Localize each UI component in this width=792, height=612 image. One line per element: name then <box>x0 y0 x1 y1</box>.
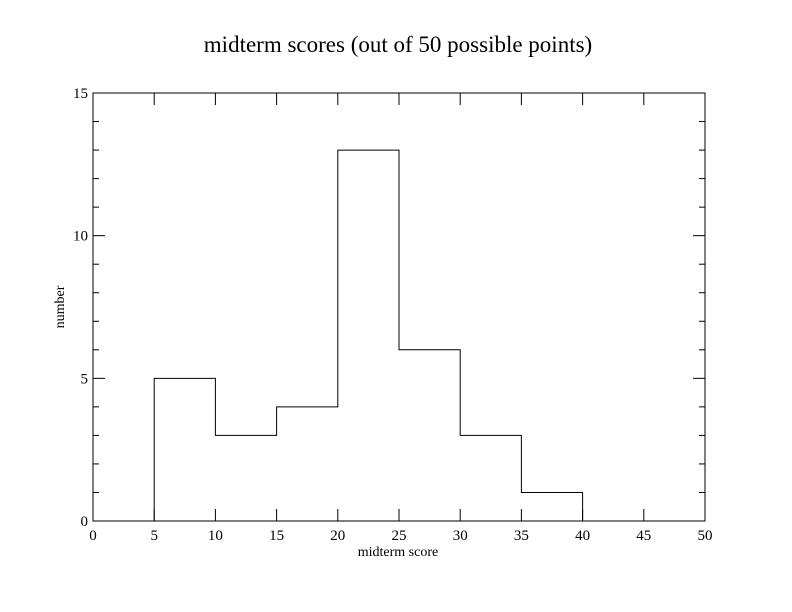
x-tick-label: 50 <box>698 528 713 544</box>
x-tick-label: 45 <box>636 528 651 544</box>
x-tick-labels: 0 5 10 15 20 25 30 35 40 45 50 <box>89 528 712 544</box>
x-axis-label: midterm score <box>358 545 438 560</box>
histogram-steps <box>153 149 584 521</box>
y-tick-label: 15 <box>73 86 88 102</box>
y-tick-label: 0 <box>81 514 89 530</box>
x-tick-label: 40 <box>575 528 590 544</box>
y-axis-label: number <box>53 285 68 328</box>
x-tick-label: 0 <box>89 528 97 544</box>
axis-ticks <box>92 92 706 522</box>
x-tick-label: 5 <box>150 528 158 544</box>
x-tick-label: 10 <box>208 528 223 544</box>
y-tick-labels: 0 5 10 15 <box>73 86 88 530</box>
x-tick-label: 30 <box>453 528 468 544</box>
x-tick-label: 35 <box>514 528 529 544</box>
x-tick-label: 15 <box>269 528 284 544</box>
x-tick-label: 20 <box>330 528 345 544</box>
chart-title: midterm scores (out of 50 possible point… <box>204 32 592 57</box>
y-tick-label: 5 <box>81 371 89 387</box>
x-tick-label: 25 <box>392 528 407 544</box>
y-tick-label: 10 <box>73 229 88 245</box>
